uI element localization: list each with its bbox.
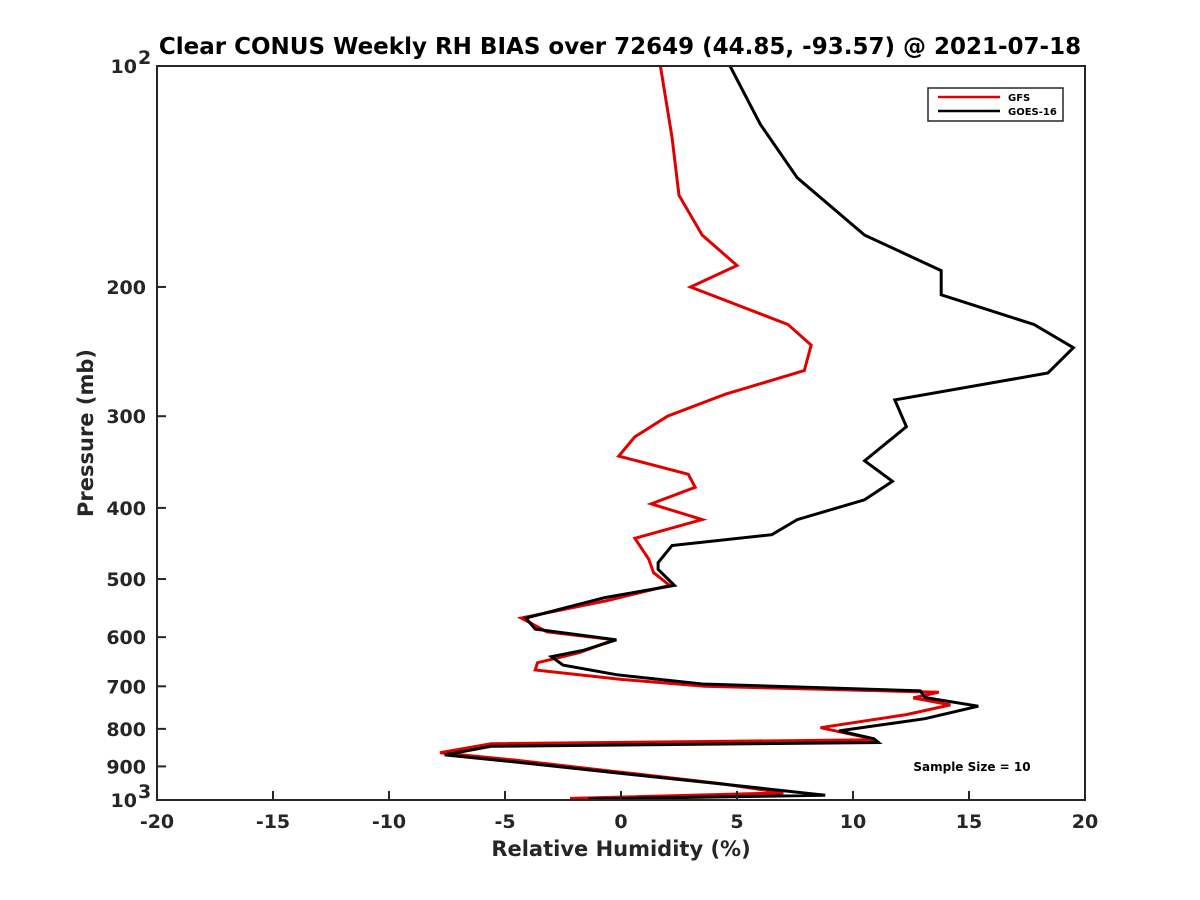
plot-frame [156, 65, 1086, 801]
y-tick-label: 10 [111, 56, 137, 78]
sample-size-annotation: Sample Size = 10 [913, 760, 1030, 774]
x-tick-label: -15 [256, 811, 290, 833]
x-axis: -20 -15 -10 -5 0 5 10 15 20 [140, 791, 1098, 833]
y-tick-label: 600 [106, 627, 146, 649]
x-tick-label: 5 [730, 811, 743, 833]
legend-label-gfs: GFS [1008, 93, 1030, 104]
x-tick-label: -10 [372, 811, 406, 833]
x-tick-label: 20 [1072, 811, 1098, 833]
y-tick-label: 400 [106, 498, 146, 520]
y-tick-label: 10 [111, 790, 137, 812]
legend: GFS GOES-16 [927, 87, 1064, 122]
series-layer [439, 65, 1076, 801]
y-tick-label: 500 [106, 569, 146, 591]
y-tick-label: 900 [106, 756, 146, 778]
chart-title: Clear CONUS Weekly RH BIAS over 72649 (4… [159, 34, 1081, 60]
y-tick-exponent: 2 [138, 47, 151, 69]
legend-label-goes16: GOES-16 [1008, 107, 1057, 118]
x-tick-label: 0 [614, 811, 627, 833]
x-tick-label: 10 [840, 811, 866, 833]
series-line-goes-16 [444, 65, 1076, 801]
x-axis-label: Relative Humidity (%) [491, 837, 750, 861]
y-tick-label: 700 [106, 676, 146, 698]
y-tick-label: 800 [106, 719, 146, 741]
x-tick-label: -5 [494, 811, 515, 833]
y-tick-label: 300 [106, 406, 146, 428]
x-tick-label: 15 [956, 811, 982, 833]
y-tick-label: 200 [106, 277, 146, 299]
y-axis-label: Pressure (mb) [74, 349, 98, 517]
y-tick-exponent: 3 [138, 781, 151, 803]
x-tick-label: -20 [140, 811, 174, 833]
legend-box [927, 87, 1064, 122]
